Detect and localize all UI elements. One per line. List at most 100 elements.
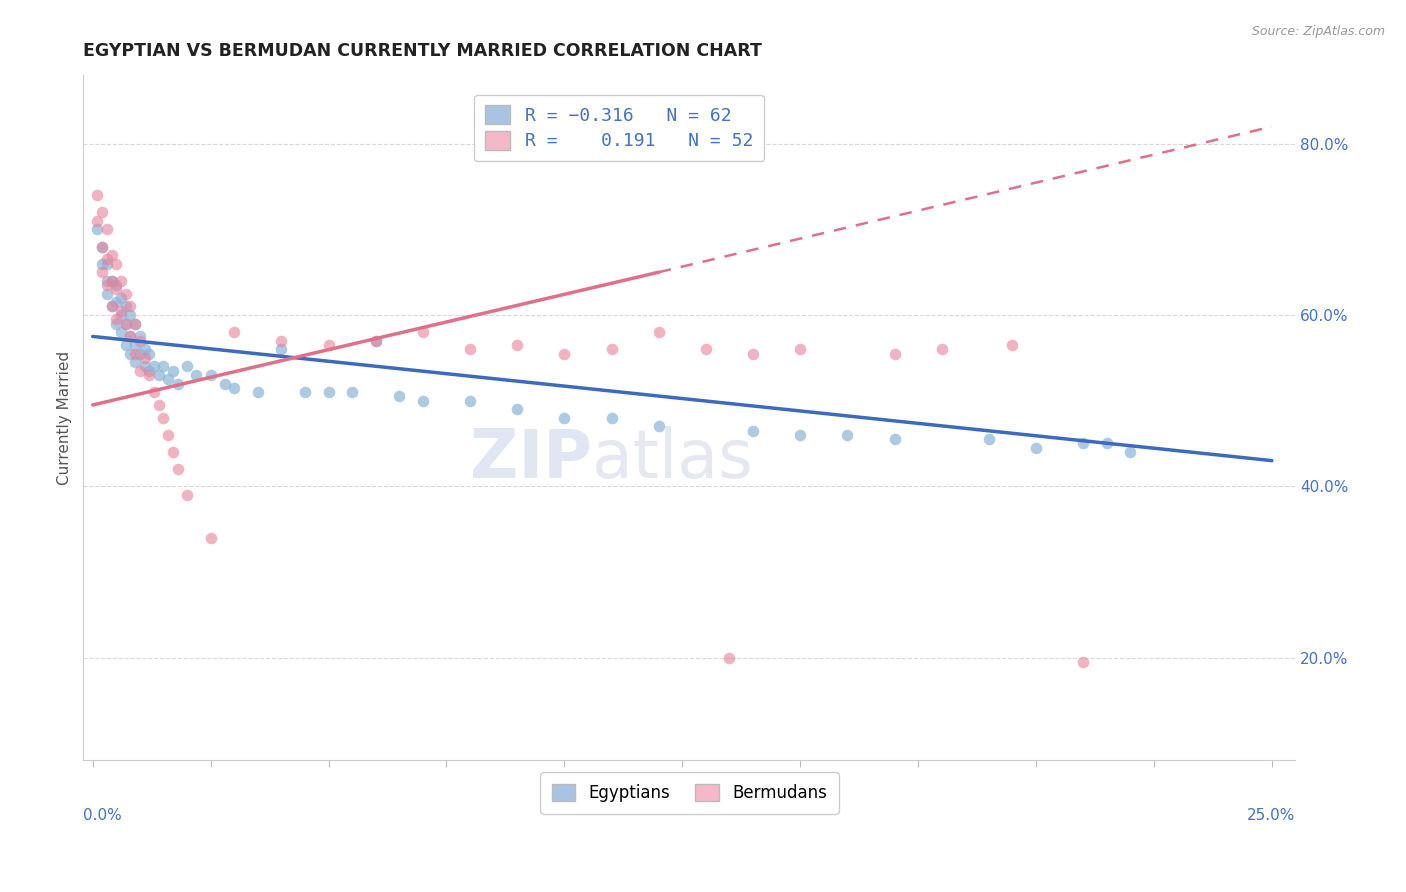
Point <box>152 359 174 374</box>
Point <box>412 393 434 408</box>
Point <box>91 205 114 219</box>
Point <box>246 385 269 400</box>
Point <box>105 295 128 310</box>
Point <box>100 300 122 314</box>
Point <box>105 278 128 293</box>
Point <box>105 257 128 271</box>
Point <box>294 385 316 400</box>
Point <box>648 325 671 339</box>
Point <box>176 488 198 502</box>
Point <box>138 346 160 360</box>
Point <box>134 351 156 365</box>
Point <box>152 410 174 425</box>
Point <box>105 312 128 326</box>
Point <box>148 398 170 412</box>
Point <box>128 364 150 378</box>
Point <box>96 252 118 267</box>
Text: 0.0%: 0.0% <box>83 808 122 823</box>
Point <box>138 364 160 378</box>
Point <box>166 376 188 391</box>
Point <box>883 432 905 446</box>
Point <box>110 325 132 339</box>
Point <box>86 188 108 202</box>
Point <box>110 308 132 322</box>
Point <box>224 325 246 339</box>
Point <box>96 274 118 288</box>
Point <box>270 343 292 357</box>
Point <box>388 389 411 403</box>
Point <box>105 317 128 331</box>
Point <box>1025 441 1047 455</box>
Point <box>157 372 180 386</box>
Point <box>96 222 118 236</box>
Point <box>789 428 811 442</box>
Point <box>120 329 142 343</box>
Point <box>224 381 246 395</box>
Point <box>148 368 170 382</box>
Point <box>883 346 905 360</box>
Point <box>270 334 292 348</box>
Point <box>200 368 222 382</box>
Point <box>553 410 575 425</box>
Point <box>458 393 481 408</box>
Point <box>114 286 136 301</box>
Point <box>124 317 146 331</box>
Point <box>1071 655 1094 669</box>
Point <box>648 419 671 434</box>
Point <box>124 355 146 369</box>
Point <box>114 300 136 314</box>
Point <box>110 303 132 318</box>
Point <box>124 346 146 360</box>
Point <box>506 338 529 352</box>
Point <box>214 376 236 391</box>
Point <box>143 359 166 374</box>
Point <box>364 334 387 348</box>
Point <box>110 274 132 288</box>
Point <box>120 329 142 343</box>
Point <box>742 346 765 360</box>
Text: atlas: atlas <box>592 425 754 491</box>
Point <box>91 239 114 253</box>
Point <box>977 432 1000 446</box>
Point <box>91 265 114 279</box>
Point <box>600 343 623 357</box>
Text: Source: ZipAtlas.com: Source: ZipAtlas.com <box>1251 25 1385 38</box>
Point <box>340 385 363 400</box>
Point <box>110 291 132 305</box>
Point <box>186 368 208 382</box>
Point <box>1095 436 1118 450</box>
Point <box>1001 338 1024 352</box>
Point <box>318 385 340 400</box>
Point <box>105 282 128 296</box>
Point <box>91 239 114 253</box>
Legend: Egyptians, Bermudans: Egyptians, Bermudans <box>540 772 838 814</box>
Point <box>100 248 122 262</box>
Point <box>138 368 160 382</box>
Point <box>1119 445 1142 459</box>
Point <box>695 343 717 357</box>
Point <box>134 343 156 357</box>
Point <box>553 346 575 360</box>
Point <box>91 257 114 271</box>
Point <box>120 346 142 360</box>
Point <box>600 410 623 425</box>
Point <box>931 343 953 357</box>
Point <box>157 428 180 442</box>
Point <box>318 338 340 352</box>
Point <box>120 308 142 322</box>
Point <box>96 257 118 271</box>
Point <box>96 278 118 293</box>
Point <box>114 317 136 331</box>
Point <box>86 222 108 236</box>
Point <box>506 402 529 417</box>
Point <box>96 286 118 301</box>
Point <box>128 329 150 343</box>
Point <box>128 334 150 348</box>
Point <box>128 346 150 360</box>
Point <box>162 445 184 459</box>
Point <box>124 338 146 352</box>
Point <box>114 317 136 331</box>
Point <box>412 325 434 339</box>
Point <box>458 343 481 357</box>
Point <box>789 343 811 357</box>
